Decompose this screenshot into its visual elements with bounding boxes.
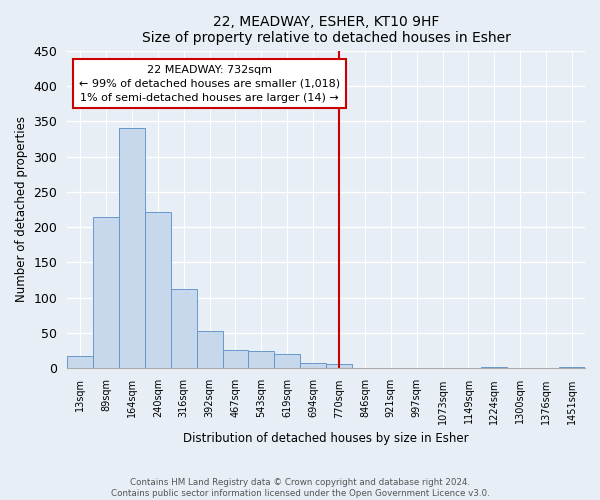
- Bar: [481, 367, 508, 368]
- Bar: [326, 364, 352, 368]
- Bar: [171, 288, 197, 368]
- Text: Contains HM Land Registry data © Crown copyright and database right 2024.
Contai: Contains HM Land Registry data © Crown c…: [110, 478, 490, 498]
- Bar: [300, 363, 326, 368]
- Bar: [145, 212, 171, 368]
- Bar: [93, 216, 119, 368]
- Text: 22 MEADWAY: 732sqm
← 99% of detached houses are smaller (1,018)
1% of semi-detac: 22 MEADWAY: 732sqm ← 99% of detached hou…: [79, 64, 340, 102]
- Bar: [223, 350, 248, 368]
- Bar: [274, 354, 300, 368]
- X-axis label: Distribution of detached houses by size in Esher: Distribution of detached houses by size …: [183, 432, 469, 445]
- Bar: [248, 351, 274, 368]
- Bar: [197, 331, 223, 368]
- Title: 22, MEADWAY, ESHER, KT10 9HF
Size of property relative to detached houses in Esh: 22, MEADWAY, ESHER, KT10 9HF Size of pro…: [142, 15, 511, 45]
- Bar: [559, 367, 585, 368]
- Bar: [67, 356, 93, 368]
- Y-axis label: Number of detached properties: Number of detached properties: [15, 116, 28, 302]
- Bar: [119, 128, 145, 368]
